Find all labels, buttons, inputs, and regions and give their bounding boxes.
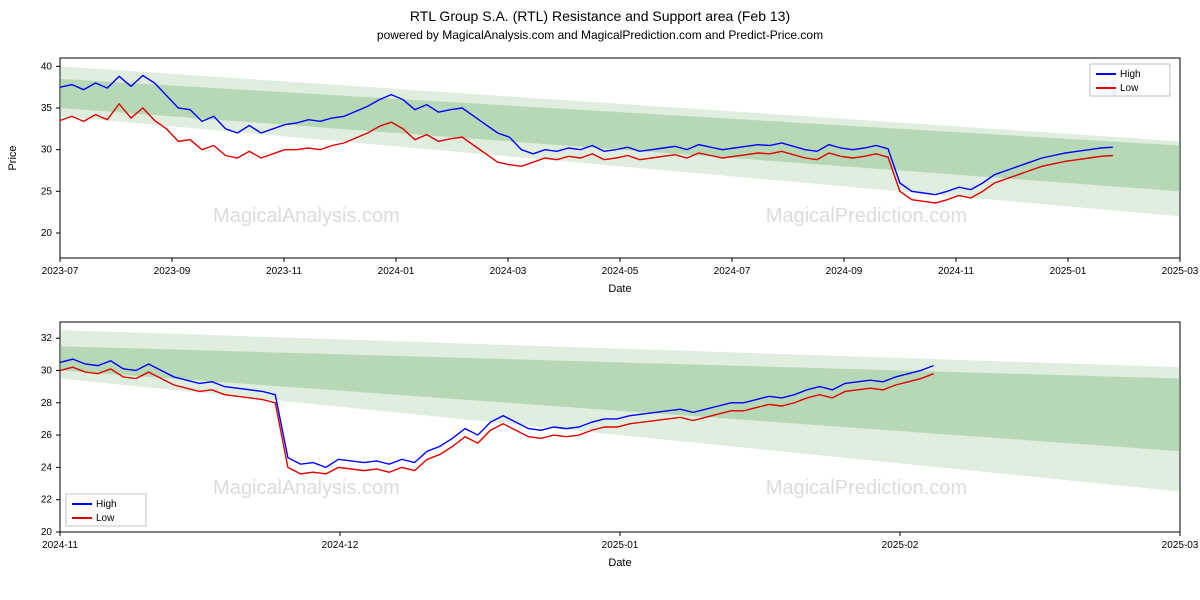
svg-text:Low: Low (1120, 83, 1139, 94)
svg-text:2024-09: 2024-09 (826, 266, 863, 277)
chart-title: RTL Group S.A. (RTL) Resistance and Supp… (0, 8, 1200, 24)
svg-text:20: 20 (41, 228, 53, 239)
svg-text:MagicalPrediction.com: MagicalPrediction.com (766, 205, 967, 227)
svg-text:2024-11: 2024-11 (42, 540, 78, 551)
svg-text:24: 24 (41, 462, 53, 473)
svg-text:25: 25 (41, 186, 53, 197)
svg-text:2024-05: 2024-05 (602, 266, 639, 277)
svg-text:20: 20 (41, 527, 53, 538)
svg-text:Date: Date (608, 283, 631, 295)
svg-text:40: 40 (41, 61, 53, 72)
svg-text:High: High (96, 499, 117, 510)
svg-text:2023-07: 2023-07 (42, 266, 79, 277)
svg-text:35: 35 (41, 103, 53, 114)
svg-text:2024-03: 2024-03 (490, 266, 527, 277)
svg-text:MagicalPrediction.com: MagicalPrediction.com (766, 477, 967, 499)
svg-text:2023-11: 2023-11 (266, 266, 302, 277)
chart-container: RTL Group S.A. (RTL) Resistance and Supp… (0, 0, 1200, 600)
svg-text:26: 26 (41, 430, 53, 441)
svg-text:2025-03: 2025-03 (1162, 540, 1199, 551)
svg-text:MagicalAnalysis.com: MagicalAnalysis.com (213, 477, 400, 499)
svg-text:22: 22 (41, 495, 53, 506)
chart-subtitle: powered by MagicalAnalysis.com and Magic… (0, 28, 1200, 42)
svg-text:32: 32 (41, 333, 53, 344)
svg-text:MagicalAnalysis.com: MagicalAnalysis.com (213, 205, 400, 227)
svg-text:High: High (1120, 69, 1141, 80)
svg-text:28: 28 (41, 398, 53, 409)
svg-text:2024-07: 2024-07 (714, 266, 751, 277)
svg-text:2023-09: 2023-09 (154, 266, 191, 277)
svg-text:2024-11: 2024-11 (938, 266, 974, 277)
svg-text:Date: Date (608, 557, 631, 569)
svg-text:30: 30 (41, 145, 53, 156)
svg-text:Price: Price (7, 145, 19, 170)
svg-text:30: 30 (41, 365, 53, 376)
svg-text:Low: Low (96, 513, 115, 524)
svg-text:2024-01: 2024-01 (378, 266, 415, 277)
top-chart-panel: 20 25 30 35 40 2023-07 2023-09 2023-11 2024-01 20… (0, 48, 1200, 298)
bottom-chart-panel: 20 22 24 26 28 30 32 2024-11 2024-12 2025-01 2025-… (0, 312, 1200, 572)
svg-text:2024-12: 2024-12 (322, 540, 359, 551)
svg-text:2025-02: 2025-02 (882, 540, 919, 551)
svg-text:2025-01: 2025-01 (1050, 266, 1087, 277)
svg-text:2025-03: 2025-03 (1162, 266, 1199, 277)
svg-text:2025-01: 2025-01 (602, 540, 639, 551)
